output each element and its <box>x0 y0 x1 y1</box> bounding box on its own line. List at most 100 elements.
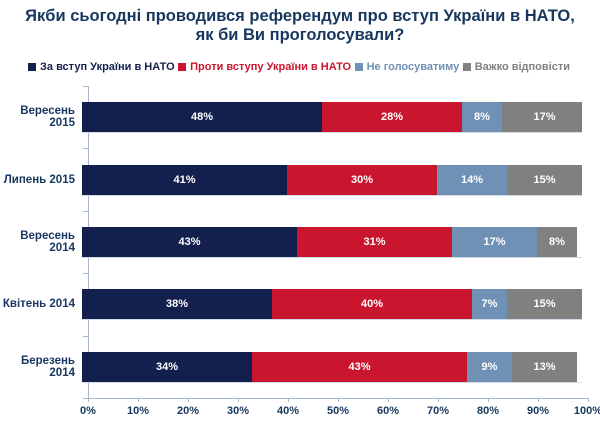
x-tick-label: 50% <box>326 404 350 417</box>
x-tick-label: 80% <box>476 404 500 417</box>
bar-value-label: 13% <box>533 360 556 373</box>
bar-segment: 8% <box>462 102 502 133</box>
y-tick-mark <box>83 397 88 399</box>
bar-value-label: 17% <box>483 235 506 248</box>
bar-segment: 43% <box>252 351 467 382</box>
x-tick-label: 10% <box>126 404 150 417</box>
bar-value-label: 30% <box>350 173 374 186</box>
category-label: Квітень 2014 <box>2 298 75 311</box>
bar-value-label: 8% <box>474 111 490 124</box>
bar-segment: 8% <box>537 226 577 257</box>
bar-value-label: 43% <box>178 235 201 248</box>
y-tick-mark <box>83 85 88 87</box>
bar-track: 43% 31% 17% 8% <box>82 226 582 257</box>
bar-segment: 31% <box>297 226 452 257</box>
bar-segment: 13% <box>512 351 577 382</box>
legend-label: Не голосуватиму <box>366 60 460 73</box>
x-tick-mark <box>488 397 489 402</box>
bar-segment: 9% <box>467 351 512 382</box>
legend-item: За вступ України в НАТО <box>28 61 175 73</box>
chart-row: Вересень 2015 48% 28% 8% 17% <box>0 86 600 148</box>
bar-value-label: 14% <box>460 173 484 186</box>
bar-segment: 41% <box>82 164 287 195</box>
x-tick-label: 100% <box>573 404 600 417</box>
bar-value-label: 48% <box>190 111 214 124</box>
bar-segment: 48% <box>82 102 322 133</box>
legend-label: За вступ України в НАТО <box>40 60 175 73</box>
bar-segment: 7% <box>472 289 507 320</box>
bar-value-label: 41% <box>173 173 196 186</box>
chart-row: Березень 2014 34% 43% 9% 13% <box>0 336 600 398</box>
bar-segment: 38% <box>82 289 272 320</box>
bar-segment: 34% <box>82 351 252 382</box>
bar-track: 38% 40% 7% 15% <box>82 289 582 320</box>
x-tick-mark <box>588 397 589 402</box>
x-tick-mark <box>438 397 439 402</box>
legend-item: Проти вступу України в НАТО <box>178 61 351 73</box>
bar-segment: 28% <box>322 102 462 133</box>
bar-value-label: 38% <box>165 298 189 311</box>
legend-label: Важко відповісти <box>474 60 570 73</box>
category-label: Вересень 2015 <box>20 105 75 130</box>
x-axis: 0% 10% 20% 30% 40% 50% 60% 70% 80% 90% 100% <box>80 397 600 420</box>
bar-value-label: 8% <box>549 235 565 248</box>
chart-row: Вересень 2014 43% 31% 17% 8% <box>0 211 600 273</box>
chart-legend: За вступ України в НАТО Проти вступу Укра… <box>0 61 600 73</box>
bar-segment: 17% <box>452 226 537 257</box>
x-tick-label: 70% <box>426 404 450 417</box>
chart-row: Липень 2015 41% 30% 14% 15% <box>0 148 600 210</box>
bar-track: 41% 30% 14% 15% <box>82 164 582 195</box>
legend-item: Не голосуватиму <box>354 60 460 73</box>
legend-item: Важко відповісти <box>462 60 570 73</box>
legend-label: Проти вступу України в НАТО <box>190 60 352 73</box>
bar-segment: 15% <box>507 289 582 320</box>
x-tick-mark <box>538 397 539 402</box>
x-tick-mark <box>338 397 339 402</box>
bar-value-label: 15% <box>533 298 556 311</box>
bar-value-label: 28% <box>380 111 404 124</box>
legend-swatch-icon <box>28 62 36 71</box>
x-tick-label: 20% <box>176 404 200 417</box>
category-label: Вересень 2014 <box>20 229 75 254</box>
x-tick-mark <box>188 397 189 402</box>
x-tick-label: 40% <box>276 404 300 417</box>
x-tick-label: 30% <box>226 404 250 417</box>
bar-value-label: 34% <box>155 360 179 373</box>
bar-segment: 40% <box>272 289 472 320</box>
bar-segment: 14% <box>437 164 507 195</box>
y-tick-mark <box>83 147 88 149</box>
category-label: Березень 2014 <box>20 354 75 379</box>
x-tick-mark <box>388 397 389 402</box>
x-tick-label: 0% <box>80 404 96 417</box>
bar-segment: 43% <box>82 226 297 257</box>
y-tick-mark <box>83 272 88 274</box>
plot-area: Вересень 2015 48% 28% 8% 17% Липень 2015 41% 30… <box>0 85 600 399</box>
category-label: Липень 2015 <box>3 173 75 186</box>
bar-segment: 17% <box>502 102 582 133</box>
bar-value-label: 40% <box>360 298 384 311</box>
bar-value-label: 7% <box>481 298 498 311</box>
legend-swatch-icon <box>462 62 471 71</box>
bar-value-label: 15% <box>533 173 556 186</box>
bar-segment: 15% <box>507 164 582 195</box>
legend-swatch-icon <box>178 62 187 71</box>
x-tick-mark <box>238 397 239 402</box>
bar-value-label: 31% <box>363 235 386 248</box>
bar-value-label: 9% <box>481 360 498 373</box>
x-tick-mark <box>288 397 289 402</box>
y-tick-mark <box>83 335 88 337</box>
chart-title: Якби сьогодні проводився референдум про … <box>25 7 575 45</box>
bar-value-label: 17% <box>533 111 556 124</box>
x-tick-mark <box>138 397 139 402</box>
x-tick-mark <box>88 397 89 402</box>
chart-rows: Вересень 2015 48% 28% 8% 17% Липень 2015 41% 30… <box>0 86 600 398</box>
x-tick-label: 60% <box>376 404 400 417</box>
x-tick-label: 90% <box>526 404 550 417</box>
legend-swatch-icon <box>354 62 363 71</box>
bar-segment: 30% <box>287 164 437 195</box>
chart-row: Квітень 2014 38% 40% 7% 15% <box>0 273 600 335</box>
bar-value-label: 43% <box>348 360 371 373</box>
y-tick-mark <box>83 210 88 212</box>
bar-track: 34% 43% 9% 13% <box>82 351 582 382</box>
